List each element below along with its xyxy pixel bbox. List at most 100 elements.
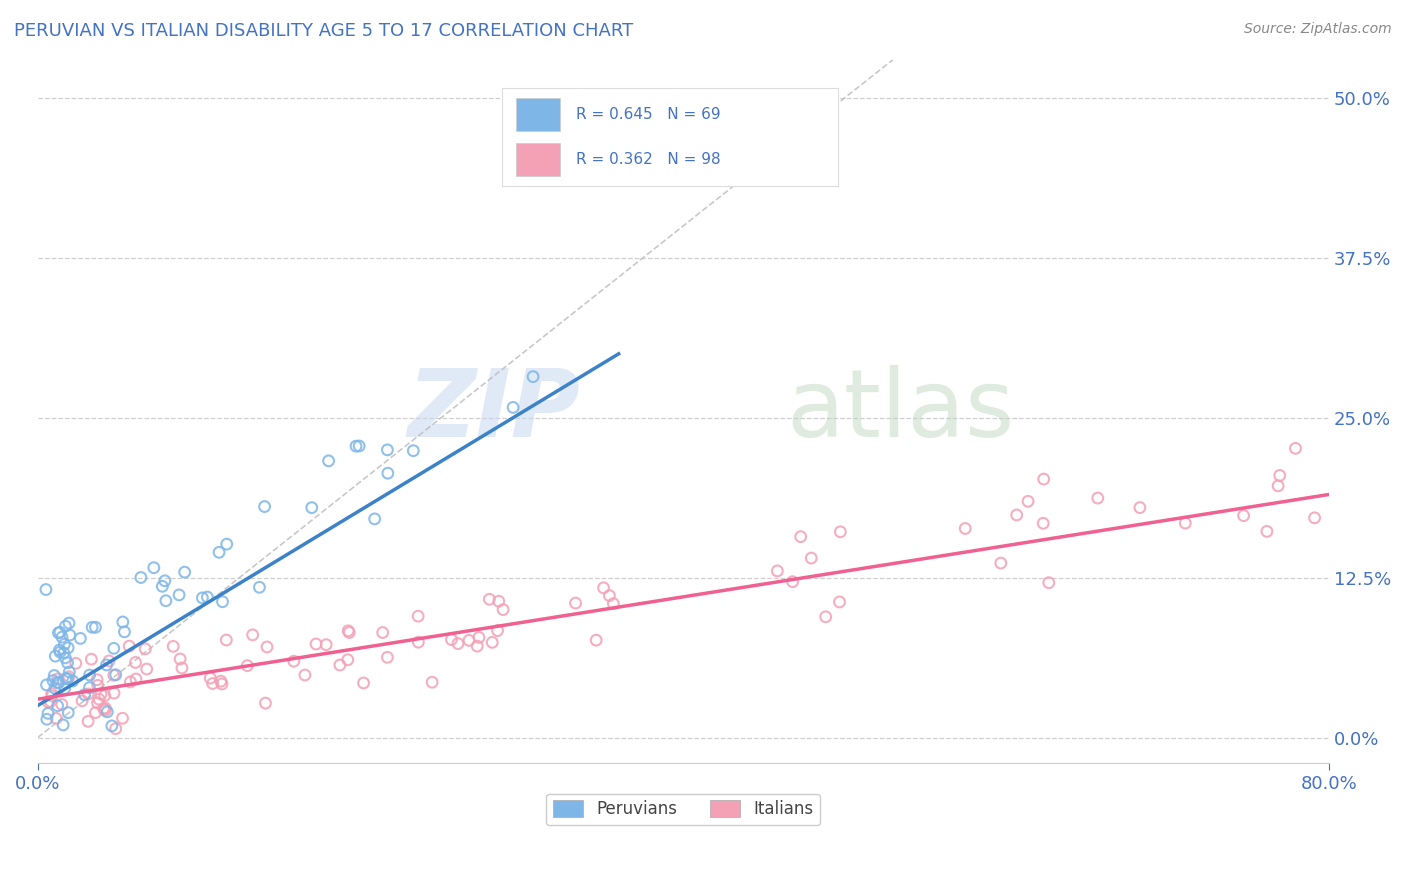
Point bbox=[215, 632, 238, 647]
Point bbox=[103, 668, 125, 682]
Point bbox=[58, 670, 80, 684]
Point bbox=[84, 706, 107, 720]
Point bbox=[44, 681, 66, 695]
Point bbox=[79, 681, 101, 695]
Point bbox=[58, 706, 80, 720]
Point bbox=[70, 694, 93, 708]
Point bbox=[135, 662, 157, 676]
Point bbox=[125, 672, 148, 686]
Point bbox=[402, 443, 425, 458]
Point bbox=[329, 658, 352, 673]
Point bbox=[377, 467, 399, 481]
Point bbox=[337, 624, 360, 638]
Point bbox=[420, 675, 443, 690]
Point bbox=[200, 671, 222, 685]
Text: Source: ZipAtlas.com: Source: ZipAtlas.com bbox=[1244, 22, 1392, 37]
Point bbox=[155, 593, 177, 607]
Point bbox=[488, 594, 510, 608]
Point bbox=[602, 597, 624, 611]
Point bbox=[828, 595, 851, 609]
Point bbox=[315, 638, 337, 652]
Point bbox=[93, 689, 115, 703]
Point bbox=[215, 537, 238, 551]
Point bbox=[58, 665, 80, 679]
Point bbox=[51, 698, 73, 712]
Point bbox=[82, 620, 104, 634]
Point bbox=[56, 640, 79, 655]
Point bbox=[52, 718, 75, 732]
Point bbox=[55, 672, 77, 686]
Point bbox=[211, 677, 233, 691]
Point bbox=[481, 635, 503, 649]
Point bbox=[522, 369, 544, 384]
Point bbox=[45, 711, 67, 725]
Point bbox=[65, 657, 87, 671]
Point bbox=[800, 551, 823, 566]
Point bbox=[294, 668, 316, 682]
Point bbox=[56, 656, 79, 670]
Point bbox=[486, 624, 509, 638]
Point bbox=[782, 574, 804, 589]
Point bbox=[44, 668, 66, 682]
Point bbox=[118, 639, 141, 653]
Point bbox=[86, 678, 108, 692]
Point bbox=[447, 637, 470, 651]
Point bbox=[90, 687, 112, 701]
Point bbox=[48, 675, 70, 690]
Point bbox=[46, 698, 69, 713]
Point bbox=[1032, 472, 1054, 486]
Point bbox=[492, 602, 515, 616]
Point bbox=[1267, 479, 1289, 493]
Point bbox=[94, 703, 117, 717]
Point bbox=[49, 645, 72, 659]
Point bbox=[195, 590, 218, 604]
Point bbox=[1268, 468, 1291, 483]
Point bbox=[478, 592, 501, 607]
Point bbox=[564, 596, 586, 610]
Point bbox=[336, 653, 359, 667]
Point bbox=[58, 616, 80, 631]
Point bbox=[337, 625, 360, 640]
Point bbox=[1032, 516, 1054, 531]
Point bbox=[84, 620, 107, 634]
Point bbox=[465, 639, 488, 653]
Point bbox=[80, 652, 103, 666]
Point bbox=[162, 640, 184, 654]
Point bbox=[301, 500, 323, 515]
Point bbox=[35, 712, 58, 726]
Point bbox=[344, 439, 367, 453]
Point bbox=[1174, 516, 1197, 530]
Point bbox=[209, 674, 232, 689]
Point bbox=[134, 641, 156, 656]
Point bbox=[1256, 524, 1278, 539]
Point bbox=[173, 565, 195, 579]
Point bbox=[440, 632, 463, 647]
Point bbox=[41, 689, 63, 703]
Point bbox=[51, 630, 73, 644]
Point bbox=[253, 500, 276, 514]
Point bbox=[103, 686, 125, 700]
Point bbox=[104, 722, 127, 736]
Point bbox=[1017, 494, 1039, 508]
Point bbox=[35, 678, 58, 692]
Point bbox=[93, 701, 115, 715]
Point bbox=[1005, 508, 1028, 522]
Point bbox=[114, 624, 136, 639]
Point bbox=[191, 591, 214, 605]
Point bbox=[111, 711, 134, 725]
Point bbox=[201, 676, 224, 690]
Point bbox=[1038, 575, 1060, 590]
Point bbox=[585, 633, 607, 648]
Point bbox=[48, 625, 70, 640]
Point bbox=[347, 439, 370, 453]
Point bbox=[56, 672, 79, 686]
Point bbox=[87, 692, 110, 706]
Point bbox=[242, 628, 264, 642]
Point bbox=[789, 530, 811, 544]
Point bbox=[305, 637, 328, 651]
Point bbox=[249, 580, 271, 594]
Point bbox=[53, 651, 76, 665]
Point bbox=[94, 701, 117, 715]
Point bbox=[37, 706, 59, 721]
Point bbox=[79, 668, 101, 682]
